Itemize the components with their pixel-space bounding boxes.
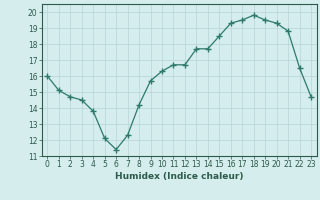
X-axis label: Humidex (Indice chaleur): Humidex (Indice chaleur) [115, 172, 244, 181]
